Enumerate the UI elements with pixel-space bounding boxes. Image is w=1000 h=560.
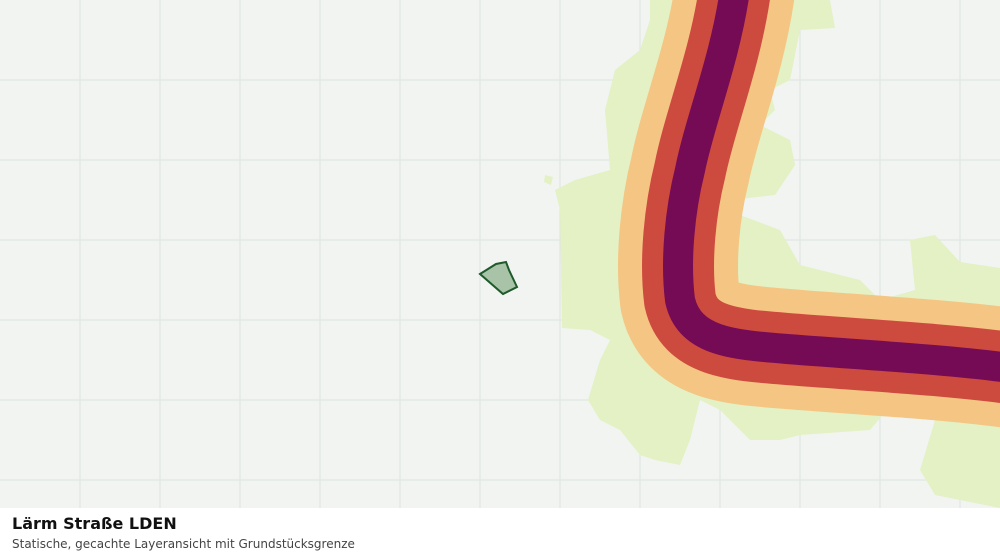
layer-title: Lärm Straße LDEN bbox=[12, 514, 177, 533]
noise-zone-very-high bbox=[663, 0, 1000, 382]
layer-subtitle: Statische, gecachte Layeransicht mit Gru… bbox=[12, 537, 355, 551]
map bbox=[0, 0, 1000, 508]
tile-grid bbox=[0, 0, 1000, 508]
map-background bbox=[0, 0, 1000, 508]
parcel-boundary[interactable] bbox=[478, 260, 519, 296]
caption-panel: Lärm Straße LDEN Statische, gecachte Lay… bbox=[0, 508, 1000, 560]
